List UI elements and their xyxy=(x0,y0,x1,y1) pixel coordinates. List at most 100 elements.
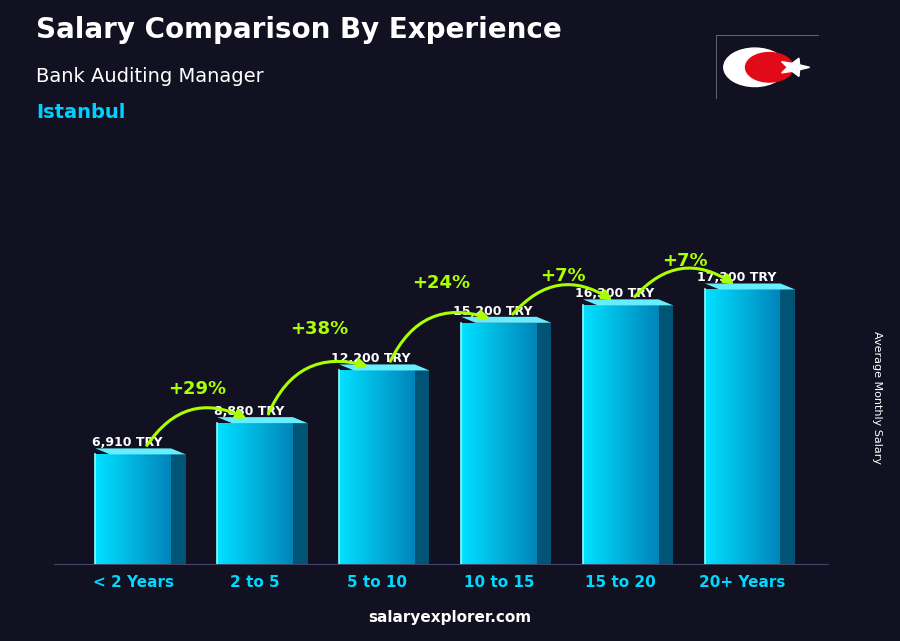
Bar xyxy=(121,454,123,564)
Bar xyxy=(638,305,641,564)
Bar xyxy=(372,370,374,564)
Bar xyxy=(273,423,275,564)
Bar xyxy=(649,305,651,564)
Bar xyxy=(641,305,644,564)
Bar xyxy=(384,370,387,564)
Bar xyxy=(126,454,128,564)
Polygon shape xyxy=(536,323,552,564)
Bar xyxy=(705,290,707,564)
Bar xyxy=(624,305,625,564)
Bar xyxy=(407,370,410,564)
Bar xyxy=(606,305,608,564)
Bar xyxy=(352,370,355,564)
Bar xyxy=(143,454,146,564)
Polygon shape xyxy=(461,317,552,323)
Bar xyxy=(532,323,535,564)
Bar xyxy=(245,423,248,564)
Bar xyxy=(733,290,735,564)
Bar xyxy=(509,323,511,564)
Bar xyxy=(634,305,636,564)
Bar xyxy=(507,323,509,564)
Bar xyxy=(763,290,765,564)
Bar xyxy=(593,305,596,564)
Bar xyxy=(370,370,372,564)
Bar xyxy=(377,370,380,564)
Bar xyxy=(260,423,263,564)
Bar xyxy=(412,370,415,564)
Bar xyxy=(342,370,345,564)
Bar xyxy=(628,305,631,564)
Bar xyxy=(146,454,148,564)
Bar xyxy=(380,370,382,564)
Bar xyxy=(278,423,280,564)
Bar xyxy=(751,290,752,564)
Bar xyxy=(631,305,634,564)
Bar xyxy=(469,323,472,564)
Bar xyxy=(130,454,133,564)
Bar xyxy=(253,423,255,564)
Circle shape xyxy=(745,53,793,82)
Bar xyxy=(473,323,476,564)
Bar xyxy=(410,370,412,564)
Bar xyxy=(484,323,486,564)
Bar xyxy=(519,323,522,564)
Bar xyxy=(280,423,283,564)
Bar xyxy=(725,290,727,564)
Bar xyxy=(156,454,158,564)
Bar xyxy=(613,305,616,564)
Bar xyxy=(603,305,606,564)
Bar xyxy=(778,290,780,564)
Bar xyxy=(118,454,121,564)
Circle shape xyxy=(724,48,786,87)
Bar xyxy=(776,290,778,564)
Bar xyxy=(364,370,367,564)
Polygon shape xyxy=(339,365,429,370)
Bar xyxy=(257,423,260,564)
Bar xyxy=(349,370,352,564)
Text: Salary Comparison By Experience: Salary Comparison By Experience xyxy=(36,16,562,44)
Bar xyxy=(717,290,720,564)
Text: 15,200 TRY: 15,200 TRY xyxy=(453,305,533,318)
Bar xyxy=(745,290,748,564)
Text: 17,300 TRY: 17,300 TRY xyxy=(697,272,777,285)
Bar xyxy=(339,370,342,564)
Polygon shape xyxy=(705,283,795,290)
Bar xyxy=(524,323,526,564)
Bar xyxy=(742,290,745,564)
Bar xyxy=(357,370,359,564)
Bar xyxy=(608,305,611,564)
Bar xyxy=(651,305,653,564)
Bar xyxy=(653,305,656,564)
Bar xyxy=(514,323,517,564)
Text: salaryexplorer.com: salaryexplorer.com xyxy=(368,610,532,625)
Bar xyxy=(139,454,140,564)
Polygon shape xyxy=(171,454,185,564)
Text: +24%: +24% xyxy=(412,274,470,292)
Bar xyxy=(598,305,600,564)
Bar xyxy=(346,370,349,564)
Polygon shape xyxy=(95,449,185,454)
Bar xyxy=(758,290,760,564)
Polygon shape xyxy=(780,290,795,564)
Bar xyxy=(95,454,98,564)
Bar xyxy=(101,454,103,564)
Bar xyxy=(394,370,397,564)
Bar xyxy=(345,370,346,564)
Bar xyxy=(263,423,266,564)
Polygon shape xyxy=(659,305,673,564)
Bar xyxy=(735,290,738,564)
Bar xyxy=(151,454,153,564)
Bar xyxy=(392,370,394,564)
Bar xyxy=(242,423,245,564)
Bar xyxy=(168,454,171,564)
Polygon shape xyxy=(217,417,308,423)
Bar xyxy=(255,423,257,564)
Text: 6,910 TRY: 6,910 TRY xyxy=(92,437,162,449)
Bar xyxy=(115,454,118,564)
Bar xyxy=(511,323,514,564)
Text: Average Monthly Salary: Average Monthly Salary xyxy=(872,331,883,464)
Bar xyxy=(489,323,491,564)
Bar xyxy=(466,323,469,564)
Bar xyxy=(355,370,357,564)
Bar xyxy=(760,290,763,564)
